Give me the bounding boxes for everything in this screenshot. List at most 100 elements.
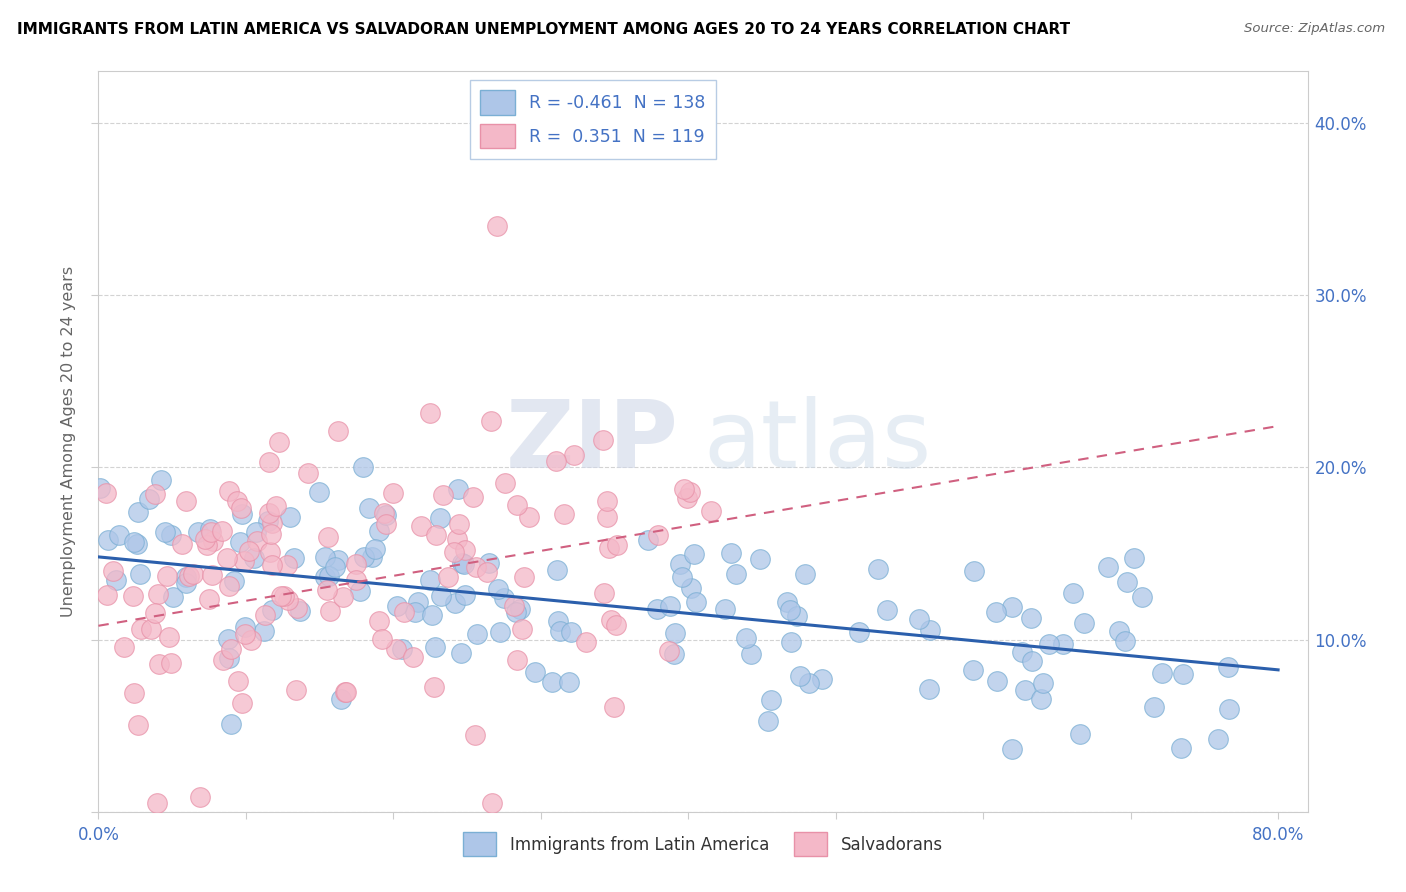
Point [503,599,526,614]
Point [962,663,984,677]
Point [329,691,352,706]
Point [276,558,298,572]
Point [541,675,564,690]
Point [314,550,336,565]
Point [748,551,770,566]
Point [112,640,135,654]
Point [221,716,243,731]
Point [122,589,145,603]
Point [235,627,257,641]
Point [257,455,280,469]
Point [127,537,149,551]
Point [128,567,150,582]
Legend: Immigrants from Latin America, Salvadorans: Immigrants from Latin America, Salvadora… [457,826,949,863]
Point [323,560,346,574]
Point [505,605,527,619]
Point [359,501,381,516]
Point [1011,645,1033,659]
Point [735,631,758,645]
Point [202,533,225,548]
Point [714,601,737,615]
Point [197,592,219,607]
Point [592,586,614,600]
Point [464,728,486,742]
Point [392,605,415,619]
Point [122,686,145,700]
Point [1143,700,1166,714]
Point [779,603,801,617]
Point [506,498,529,512]
Point [658,644,681,658]
Point [510,622,533,636]
Point [681,581,703,595]
Point [647,528,669,542]
Point [724,566,747,581]
Point [524,665,547,680]
Point [360,549,382,564]
Point [1000,599,1022,614]
Point [558,674,581,689]
Point [141,622,163,636]
Point [155,525,177,540]
Point [429,589,451,603]
Point [219,642,242,657]
Point [637,533,659,548]
Point [187,524,209,539]
Point [353,549,375,564]
Point [868,562,890,576]
Point [671,570,693,584]
Point [1014,683,1036,698]
Point [475,565,498,579]
Point [443,596,465,610]
Text: atlas: atlas [703,395,931,488]
Point [103,564,125,578]
Point [391,642,413,657]
Point [97,533,120,547]
Point [465,560,488,574]
Point [1062,586,1084,600]
Point [217,551,239,566]
Point [1038,637,1060,651]
Point [662,648,685,662]
Point [429,511,451,525]
Point [918,682,941,697]
Point [575,635,598,649]
Point [786,609,808,624]
Point [1170,741,1192,756]
Point [547,614,569,628]
Point [679,485,702,500]
Point [548,624,571,638]
Point [253,608,276,623]
Point [385,642,408,657]
Point [176,575,198,590]
Point [1206,731,1229,746]
Point [238,544,260,558]
Point [876,603,898,617]
Point [598,541,620,555]
Point [198,522,221,536]
Point [148,657,170,671]
Point [509,601,531,615]
Point [108,528,131,542]
Point [280,509,302,524]
Point [599,613,621,627]
Text: Source: ZipAtlas.com: Source: ZipAtlas.com [1244,22,1385,36]
Point [285,601,308,615]
Point [478,556,501,570]
Point [553,507,575,521]
Point [364,542,387,557]
Point [328,425,350,439]
Point [645,602,668,616]
Point [218,483,240,498]
Point [231,696,253,710]
Point [659,599,682,614]
Point [228,535,250,549]
Point [352,460,374,475]
Point [217,632,239,647]
Point [505,653,527,667]
Point [314,570,336,584]
Point [1052,637,1074,651]
Point [422,680,444,694]
Point [344,574,367,588]
Point [233,620,256,634]
